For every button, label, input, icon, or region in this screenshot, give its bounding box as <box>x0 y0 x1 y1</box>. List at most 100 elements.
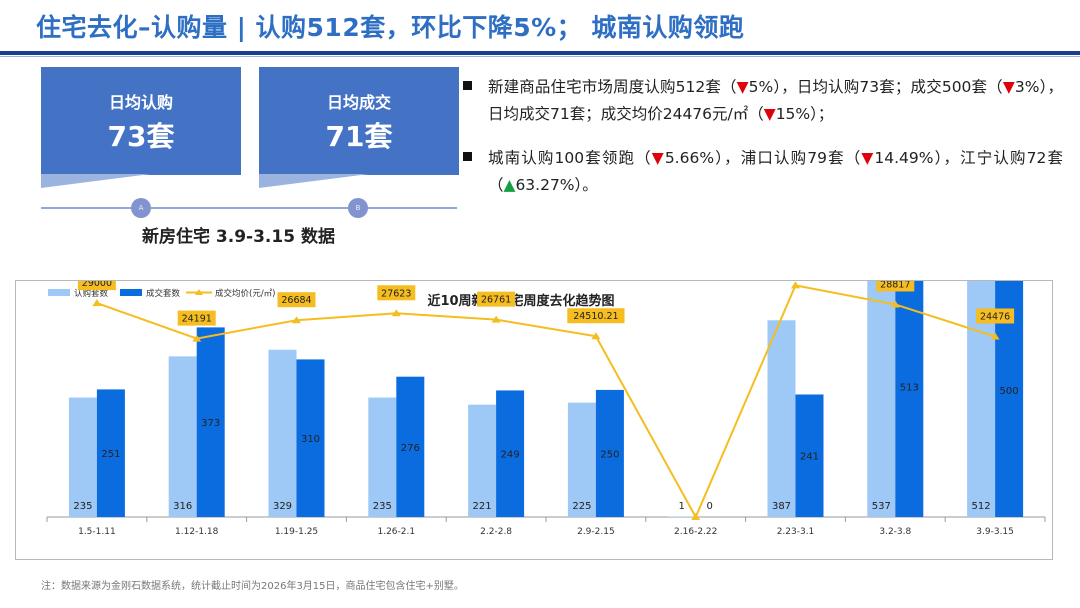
data-label-deals: 251 <box>101 449 120 460</box>
price-label-box <box>77 281 116 291</box>
timeline-line <box>41 207 457 209</box>
data-label-subscriptions: 235 <box>73 501 92 512</box>
price-label-box <box>876 281 915 292</box>
title-rule <box>0 51 1080 55</box>
x-tick-label: 3.2-3.8 <box>879 527 911 537</box>
daily-subscription-label: 日均认购 <box>108 93 173 112</box>
price-label: 24191 <box>182 314 212 325</box>
x-tick-label: 1.12-1.18 <box>175 527 219 537</box>
price-label-box <box>277 292 316 308</box>
price-point <box>192 334 202 342</box>
bar-deals <box>196 327 225 517</box>
down-arrow-icon: ▼ <box>1002 78 1015 96</box>
price-label-box <box>177 310 216 326</box>
bar-subscriptions <box>667 516 696 517</box>
price-point <box>491 315 501 323</box>
down-arrow-icon: ▼ <box>763 105 776 123</box>
data-label-deals: 513 <box>900 383 919 394</box>
legend-marker-price <box>195 289 203 295</box>
price-line <box>96 284 996 520</box>
data-label-deals: 500 <box>1000 386 1019 397</box>
bar-subscriptions <box>468 404 497 517</box>
price-label: 24476 <box>980 311 1010 322</box>
legend-label-deals: 成交套数 <box>146 288 181 299</box>
legend-label-subscriptions: 认购套数 <box>74 288 109 299</box>
chart-title: 近10周新房住宅周度去化趋势图 <box>427 293 614 309</box>
data-label-subscriptions: 225 <box>572 501 591 512</box>
x-tick-label: 2.23-3.1 <box>777 527 815 537</box>
x-tick-label: 2.16-2.22 <box>674 527 717 537</box>
data-label-deals: 373 <box>201 418 220 429</box>
data-label-subscriptions: 316 <box>173 501 192 512</box>
x-tick-label: 1.26-2.1 <box>377 527 415 537</box>
bullet-square-icon <box>463 81 472 90</box>
data-label-deals: 0 <box>707 501 713 512</box>
data-label-deals: 276 <box>401 443 420 454</box>
data-label-subscriptions: 221 <box>473 501 492 512</box>
data-label-deals: 310 <box>301 434 320 445</box>
price-label: 24510.21 <box>573 311 618 322</box>
bar-deals <box>396 376 425 517</box>
price-point <box>890 300 900 308</box>
bullet-square-icon <box>463 152 472 161</box>
trend-chart-panel: 近10周新房住宅周度去化趋势图 认购套数 成交套数 成交均价(元/㎡) 235 251 1.… <box>15 280 1053 560</box>
bar-subscriptions <box>767 320 796 517</box>
bar-deals <box>595 389 624 517</box>
up-arrow-icon: ▲ <box>503 176 516 194</box>
timeline-dot-b: B <box>348 198 368 218</box>
data-label-subscriptions: 1 <box>679 501 685 512</box>
bar-deals <box>96 389 125 517</box>
down-arrow-icon: ▼ <box>651 149 665 167</box>
footnote: 注：数据来源为金刚石数据系统，统计截止时间为2026年3月15日，商品住宅包含住… <box>41 581 464 592</box>
data-label-deals: 241 <box>800 452 819 463</box>
price-point <box>691 513 701 520</box>
bar-subscriptions <box>567 402 596 517</box>
daily-subscription-card: 日均认购 73套 <box>41 67 241 175</box>
bar-deals <box>296 359 325 517</box>
bar-subscriptions <box>368 397 397 517</box>
bullet-text: 城南认购100套领跑（▼5.66%），浦口认购79套（▼14.49%），江宁认购… <box>488 149 1064 194</box>
timeline-dot-a: A <box>131 198 151 218</box>
price-point <box>791 281 800 289</box>
data-label-subscriptions: 235 <box>373 501 392 512</box>
down-arrow-icon: ▼ <box>736 78 749 96</box>
bar-subscriptions <box>268 349 297 517</box>
price-label: 28817 <box>880 281 910 290</box>
data-label-deals: 249 <box>501 450 520 461</box>
data-label-subscriptions: 537 <box>872 501 891 512</box>
data-label-subscriptions: 329 <box>273 501 292 512</box>
data-label-deals: 250 <box>600 449 619 460</box>
price-label: 26684 <box>281 295 311 306</box>
price-label-box <box>477 291 516 307</box>
price-label: 27623 <box>381 288 411 299</box>
price-point <box>990 332 1000 340</box>
price-label-box <box>976 308 1015 324</box>
card-a-tail <box>41 174 151 188</box>
daily-deal-label: 日均成交 <box>326 93 391 112</box>
x-tick-label: 3.9-3.15 <box>976 527 1014 537</box>
data-caption: 新房住宅 3.9-3.15 数据 <box>142 227 335 247</box>
price-label: 29000 <box>82 281 112 289</box>
bar-deals <box>496 390 525 517</box>
bar-subscriptions <box>867 281 896 517</box>
daily-deal-value: 71套 <box>325 120 393 153</box>
data-label-subscriptions: 387 <box>772 501 791 512</box>
daily-deal-card: 日均成交 71套 <box>259 67 459 175</box>
bullet-text: 新建商品住宅市场周度认购512套（▼5%），日均认购73套；成交500套（▼3%… <box>488 78 1064 123</box>
page-title: 住宅去化–认购量 | 认购512套，环比下降5%； 城南认购领跑 <box>36 13 745 42</box>
price-label-box <box>377 285 416 301</box>
price-point <box>391 309 401 317</box>
trend-chart: 近10周新房住宅周度去化趋势图 认购套数 成交套数 成交均价(元/㎡) 235 251 1.… <box>46 281 1046 537</box>
bullet-district-summary: 城南认购100套领跑（▼5.66%），浦口认购79套（▼14.49%），江宁认购… <box>463 145 1063 199</box>
x-tick-label: 2.2-2.8 <box>480 527 512 537</box>
price-point <box>292 316 301 324</box>
data-label-subscriptions: 512 <box>972 501 991 512</box>
bullet-market-summary: 新建商品住宅市场周度认购512套（▼5%），日均认购73套；成交500套（▼3%… <box>463 74 1063 128</box>
x-tick-label: 2.9-2.15 <box>577 527 615 537</box>
price-label-box <box>567 308 625 324</box>
legend-label-price: 成交均价(元/㎡) <box>215 288 276 299</box>
bar-deals <box>895 281 924 517</box>
x-tick-label: 1.19-1.25 <box>275 527 318 537</box>
bar-subscriptions <box>68 397 97 517</box>
daily-subscription-value: 73套 <box>107 120 175 153</box>
